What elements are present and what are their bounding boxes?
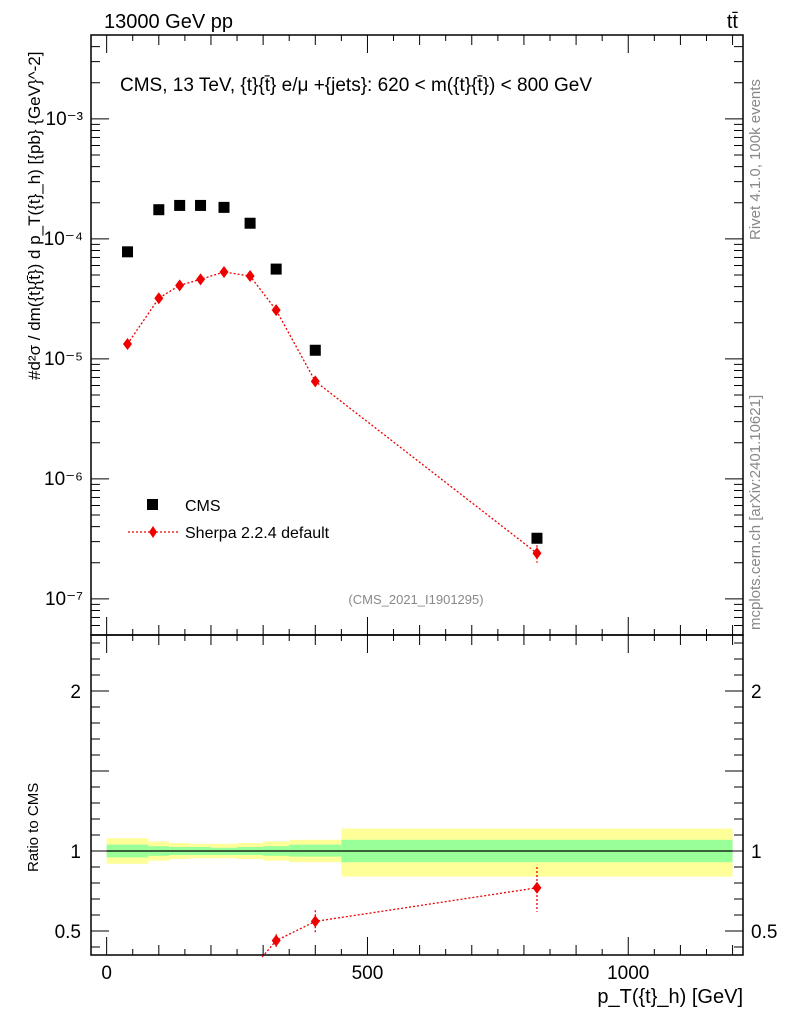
legend: CMS Sherpa 2.2.4 default: [128, 498, 330, 542]
x-tick-label: 500: [352, 963, 384, 984]
sherpa-point: [123, 338, 133, 351]
sherpa-point: [154, 292, 164, 305]
ratio-y-tick-label: 1: [70, 842, 81, 863]
sherpa-line: [126, 271, 538, 554]
cms-point: [122, 246, 134, 258]
legend-cms-label: CMS: [185, 498, 221, 515]
cms-point: [218, 201, 230, 213]
sherpa-point: [219, 265, 229, 278]
ratio-sherpa-point: [532, 881, 542, 894]
x-tick-label: 1000: [607, 963, 649, 984]
x-axis-title: p_T({t}_h) [GeV]: [597, 986, 743, 1008]
ratio-y-tick-label: 2: [70, 682, 81, 703]
rivet-version-label: Rivet 4.1.0, 100k events: [747, 79, 764, 240]
main-panel-frame: [90, 34, 744, 636]
process-label: tt̄: [727, 11, 739, 33]
ratio-y-tick-label-right: 1: [751, 842, 762, 863]
cms-point: [195, 199, 207, 211]
legend-sherpa-marker: [149, 526, 157, 538]
main-y-tick-label: 10⁻⁴: [44, 229, 83, 250]
cms-point: [309, 344, 321, 356]
ratio-panel-frame: [90, 634, 744, 956]
legend-cms-marker: [147, 499, 158, 510]
energy-label: 13000 GeV pp: [104, 11, 233, 33]
cms-point: [531, 532, 543, 544]
legend-sherpa-label: Sherpa 2.2.4 default: [185, 525, 330, 542]
main-y-tick-label: 10⁻³: [46, 109, 84, 130]
sherpa-point: [310, 375, 320, 388]
sherpa-point: [196, 273, 206, 286]
ratio-y-tick-label-right: 0.5: [751, 922, 777, 943]
ratio-y-tick-label-right: 2: [751, 682, 762, 703]
axis-ticks: 10⁻⁷ 10⁻⁶ 10⁻⁵ 10⁻⁴ 10⁻³ 0 500 1000 0.5 0.5 1 1 2 2: [44, 34, 777, 984]
main-y-tick-label: 10⁻⁶: [44, 469, 83, 490]
sherpa-point: [532, 547, 542, 560]
ratio-y-axis-title: Ratio to CMS: [25, 783, 42, 872]
sherpa-point: [175, 279, 185, 292]
cms-point: [270, 263, 282, 275]
analysis-id: (CMS_2021_I1901295): [348, 592, 483, 607]
ratio-y-tick-label: 0.5: [55, 922, 81, 943]
sherpa-point: [271, 304, 281, 317]
ratio-data-layer: [261, 867, 542, 958]
main-y-tick-label: 10⁻⁷: [45, 589, 83, 610]
cms-point: [174, 199, 186, 211]
main-y-tick-label: 10⁻⁵: [44, 349, 83, 370]
ratio-sherpa-point: [310, 915, 320, 928]
plot-title: CMS, 13 TeV, {t}{t̄} e/μ +{jets}: 620 < …: [120, 75, 592, 96]
ratio-sherpa-point: [271, 934, 281, 947]
x-tick-label: 0: [101, 963, 112, 984]
main-data-layer: [122, 199, 543, 563]
cms-point: [244, 217, 256, 229]
sherpa-point: [245, 270, 255, 283]
ratio-sherpa-line: [261, 887, 538, 958]
mcplots-source-label: mcplots.cern.ch [arXiv:2401.10621]: [747, 395, 764, 630]
main-y-axis-title: #d²σ / dm({t}{t̄}) d p_T({t}_h) [{pb} {G…: [25, 52, 44, 380]
ratio-uncertainty-bands: [106, 828, 733, 877]
cms-point: [153, 204, 165, 216]
